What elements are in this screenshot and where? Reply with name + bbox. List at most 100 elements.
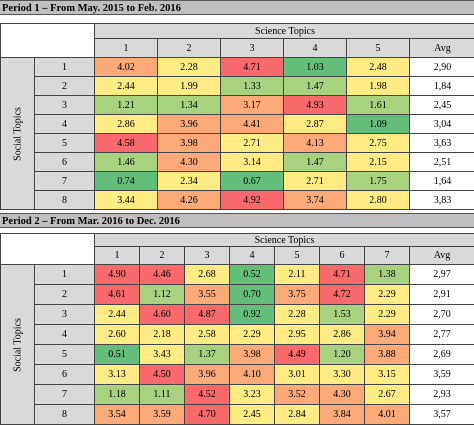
heat-cell: 1.33 (221, 77, 284, 96)
heat-cell: 4.26 (158, 191, 221, 210)
heat-cell: 3.13 (95, 365, 140, 385)
row-header: 5 (35, 134, 95, 153)
rows-title-cell: Social Topics (1, 265, 35, 425)
heat-cell: 4.90 (95, 265, 140, 285)
heat-cell: 3.84 (320, 405, 365, 425)
heat-cell: 3.94 (365, 325, 410, 345)
heat-cell: 1.98 (347, 77, 410, 96)
heat-cell: 1.61 (347, 96, 410, 115)
heat-cell: 3.74 (284, 191, 347, 210)
heat-cell: 2.28 (158, 58, 221, 77)
heat-cell: 2.11 (275, 265, 320, 285)
heat-cell: 2.60 (95, 325, 140, 345)
heat-cell: 1.20 (320, 345, 365, 365)
heat-cell: 1.37 (185, 345, 230, 365)
corner-cell (1, 234, 95, 265)
heat-cell: 1.34 (158, 96, 221, 115)
heat-cell: 3.15 (365, 365, 410, 385)
row-header: 6 (35, 365, 95, 385)
heat-cell: 2.58 (185, 325, 230, 345)
heat-cell: 3.88 (365, 345, 410, 365)
row-header: 1 (35, 58, 95, 77)
heat-cell: 2.18 (140, 325, 185, 345)
columns-title: Science Topics (95, 24, 474, 39)
avg-cell: 2,45 (410, 96, 474, 115)
avg-cell: 1,84 (410, 77, 474, 96)
avg-cell: 2,70 (410, 305, 474, 325)
heat-cell: 3.52 (275, 385, 320, 405)
column-header: 6 (320, 247, 365, 265)
avg-cell: 3,59 (410, 365, 474, 385)
heat-cell: 3.96 (158, 115, 221, 134)
heat-cell: 4.87 (185, 305, 230, 325)
heat-cell: 0.67 (221, 172, 284, 191)
heat-cell: 2.44 (95, 305, 140, 325)
heat-cell: 4.93 (284, 96, 347, 115)
heat-cell: 1.11 (140, 385, 185, 405)
heat-cell: 3.54 (95, 405, 140, 425)
heat-cell: 3.75 (275, 285, 320, 305)
avg-cell: 2,97 (410, 265, 474, 285)
heat-cell: 2.28 (275, 305, 320, 325)
heat-cell: 4.60 (140, 305, 185, 325)
heat-cell: 0.92 (230, 305, 275, 325)
row-header: 7 (35, 172, 95, 191)
column-header: 5 (275, 247, 320, 265)
heat-cell: 3.55 (185, 285, 230, 305)
heat-cell: 3.59 (140, 405, 185, 425)
period-1-title: Period 1 – From May. 2015 to Feb. 2016 (0, 0, 474, 15)
heat-cell: 0.74 (95, 172, 158, 191)
rows-title: Social Topics (12, 318, 23, 372)
heat-cell: 4.50 (140, 365, 185, 385)
heat-cell: 1.46 (95, 153, 158, 172)
heat-cell: 0.51 (95, 345, 140, 365)
avg-cell: 2,90 (410, 58, 474, 77)
heat-cell: 4.30 (158, 153, 221, 172)
heat-cell: 3.96 (185, 365, 230, 385)
heat-cell: 1.75 (347, 172, 410, 191)
row-header: 7 (35, 385, 95, 405)
heat-cell: 3.01 (275, 365, 320, 385)
heat-cell: 3.43 (140, 345, 185, 365)
heat-cell: 2.68 (185, 265, 230, 285)
heat-cell: 3.14 (221, 153, 284, 172)
heat-cell: 2.29 (365, 285, 410, 305)
heat-cell: 2.15 (347, 153, 410, 172)
row-header: 4 (35, 115, 95, 134)
heat-cell: 3.23 (230, 385, 275, 405)
heat-cell: 2.45 (230, 405, 275, 425)
row-header: 3 (35, 305, 95, 325)
row-header: 3 (35, 96, 95, 115)
heat-cell: 1.21 (95, 96, 158, 115)
heat-cell: 1.47 (284, 153, 347, 172)
heat-cell: 1.38 (365, 265, 410, 285)
heat-cell: 4.41 (221, 115, 284, 134)
heat-cell: 1.47 (284, 77, 347, 96)
column-header: 5 (347, 39, 410, 58)
heat-cell: 2.86 (320, 325, 365, 345)
heat-cell: 4.58 (95, 134, 158, 153)
heat-cell: 0.52 (230, 265, 275, 285)
heat-cell: 3.30 (320, 365, 365, 385)
avg-header: Avg (410, 39, 474, 58)
heat-cell: 2.75 (347, 134, 410, 153)
heat-cell: 3.44 (95, 191, 158, 210)
heat-cell: 1.03 (284, 58, 347, 77)
heat-cell: 3.98 (158, 134, 221, 153)
heat-cell: 4.72 (320, 285, 365, 305)
column-header: 1 (95, 39, 158, 58)
heat-cell: 2.71 (221, 134, 284, 153)
heat-cell: 2.67 (365, 385, 410, 405)
